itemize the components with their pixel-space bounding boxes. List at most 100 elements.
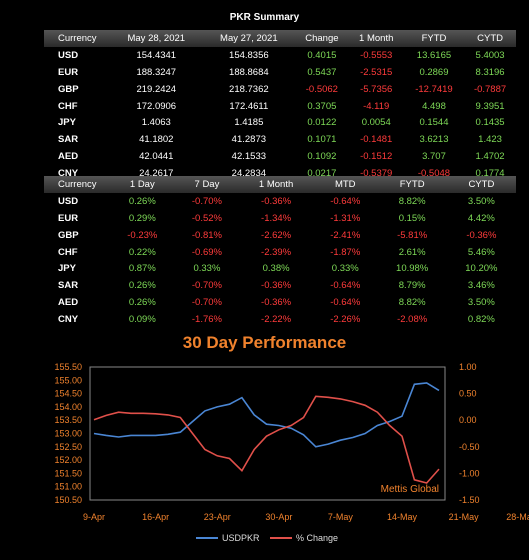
cell-v2: 24.2834 — [231, 168, 267, 180]
currency-code: SAR — [58, 134, 79, 146]
column-header: CYTD — [464, 30, 516, 47]
series-line-usdpkr — [93, 382, 440, 448]
cell-v1: 24.2617 — [139, 168, 174, 180]
y-right-tick-label: -1.00 — [459, 468, 480, 478]
y-left-tick-label: 153.50 — [54, 415, 82, 425]
cell-fytd: -5.81% — [397, 229, 428, 241]
legend-graphic: USDPKR % Change — [196, 533, 338, 543]
cell-cytd: 0.82% — [467, 314, 495, 326]
cell-cytd: 10.20% — [465, 263, 498, 275]
chart-title: 30 Day Performance — [182, 333, 347, 352]
column-header: FYTD — [403, 30, 465, 47]
cell-mtd: -0.64% — [330, 297, 361, 309]
currency-code: SAR — [58, 280, 79, 292]
watermark-label: Mettis Global — [381, 484, 439, 495]
x-tick-label: 30-Apr — [265, 512, 292, 522]
cell-fytd: 10.98% — [396, 263, 429, 275]
cell-v2: 172.4611 — [229, 100, 269, 112]
currency-code: GBP — [58, 83, 79, 95]
cell-v1: 154.4341 — [136, 49, 177, 61]
cell-fytd: 4.498 — [422, 100, 446, 112]
table-row: USD 154.4341 154.8356 0.4015 -0.5553 13.6165 5… — [44, 47, 516, 64]
cell-chg: -0.5062 — [305, 83, 338, 95]
cell-m1: -0.5379 — [360, 168, 393, 180]
column-header: Currency — [44, 176, 110, 193]
cell-m1: -2.39% — [261, 246, 292, 258]
table-header-row: Currency May 28, 2021 May 27, 2021 Chang… — [44, 30, 516, 47]
cell-d7: -0.70% — [191, 297, 222, 309]
cell-fytd: 8.79% — [398, 280, 426, 292]
cell-cytd: 1.423 — [478, 134, 502, 146]
cell-mtd: -0.64% — [330, 195, 361, 207]
currency-code: CHF — [58, 246, 78, 258]
cell-m1: 0.38% — [262, 263, 290, 275]
cell-d1: -0.23% — [127, 229, 158, 241]
cell-fytd: 2.61% — [398, 246, 426, 258]
y-left-tick-label: 150.50 — [54, 495, 82, 505]
cell-d7: -1.76% — [191, 314, 222, 326]
table-row: EUR 188.3247 188.8684 0.5437 -2.5315 0.2869 8.… — [44, 64, 516, 81]
cell-fytd: 8.82% — [398, 195, 426, 207]
cell-m1: -0.36% — [261, 280, 292, 292]
y-left-tick-label: 151.00 — [54, 482, 82, 492]
currency-code: JPY — [58, 263, 76, 275]
cell-m1: -0.36% — [261, 297, 292, 309]
cell-fytd: 0.2869 — [419, 66, 449, 78]
table-row: JPY 1.4063 1.4185 0.0122 0.0054 0.1544 0.1435 — [44, 114, 516, 131]
x-tick-label: 16-Apr — [142, 512, 169, 522]
cell-chg: 0.1092 — [307, 151, 337, 163]
cell-m1: -5.7356 — [360, 83, 393, 95]
y-left-tick-label: 154.50 — [54, 389, 82, 399]
cell-m1: -2.5315 — [360, 66, 393, 78]
column-header: May 27, 2021 — [202, 30, 296, 47]
x-tick-label: 7-May — [328, 512, 354, 522]
cell-cytd: 3.46% — [467, 280, 495, 292]
cell-d7: 0.33% — [193, 263, 221, 275]
cell-mtd: -2.26% — [330, 314, 361, 326]
y-left-tick-label: 152.00 — [54, 455, 82, 465]
column-header: 1 Month — [348, 30, 404, 47]
table-row: GBP -0.23% -0.81% -2.62% -2.41% -5.81% -0.36% — [44, 227, 516, 244]
cell-chg: 0.3705 — [307, 100, 337, 112]
cell-m1: 0.0054 — [361, 117, 391, 129]
table-row: SAR 0.26% -0.70% -0.36% -0.64% 8.79% 3.46% — [44, 277, 516, 294]
cell-d7: -0.81% — [191, 229, 222, 241]
column-header: Currency — [44, 30, 110, 47]
cell-cytd: -0.7887 — [473, 83, 507, 95]
pkr-percent-table: Currency 1 Day 7 Day 1 Month MTD FYTD CY… — [44, 176, 516, 328]
cell-d1: 0.29% — [128, 212, 156, 224]
currency-code: USD — [58, 49, 79, 61]
y-right-tick-label: 0.50 — [459, 389, 477, 399]
x-tick-label: 21-May — [449, 512, 480, 522]
y-left-tick-label: 152.50 — [54, 442, 82, 452]
y-left-tick-label: 155.00 — [54, 375, 82, 385]
cell-v2: 1.4185 — [234, 117, 264, 129]
cell-cytd: 1.4702 — [475, 151, 505, 163]
cell-d1: 0.26% — [128, 195, 156, 207]
table-row: USD 0.26% -0.70% -0.36% -0.64% 8.82% 3.50% — [44, 193, 516, 210]
cell-v1: 172.0906 — [136, 100, 177, 112]
cell-v1: 41.1802 — [139, 134, 174, 146]
cell-v1: 42.0441 — [139, 151, 174, 163]
cell-cytd: 3.50% — [467, 297, 495, 309]
currency-code: AED — [58, 297, 79, 309]
table-row: SAR 41.1802 41.2873 0.1071 -0.1481 3.6213 1.42… — [44, 131, 516, 148]
table-row: CNY 24.2617 24.2834 0.0217 -0.5379 -0.5048 0.1… — [44, 165, 516, 182]
cell-mtd: 0.33% — [331, 263, 359, 275]
cell-d7: -0.70% — [191, 280, 222, 292]
cell-chg: 0.0122 — [307, 117, 337, 129]
y-right-tick-label: 1.00 — [459, 362, 477, 372]
cell-mtd: -0.64% — [330, 280, 361, 292]
table-row: JPY 0.87% 0.33% 0.38% 0.33% 10.98% 10.20% — [44, 260, 516, 277]
table-row: CHF 0.22% -0.69% -2.39% -1.87% 2.61% 5.46% — [44, 244, 516, 261]
cell-cytd: -0.36% — [466, 229, 497, 241]
cell-m1: -2.62% — [261, 229, 292, 241]
column-header: 1 Day — [110, 176, 175, 193]
y-left-tick-label: 153.00 — [54, 429, 82, 439]
legend-change-label: % Change — [296, 533, 338, 543]
currency-code: CHF — [58, 100, 78, 112]
cell-fytd: 3.6213 — [419, 134, 449, 146]
y-right-tick-label: 0.00 — [459, 415, 477, 425]
y-left-tick-label: 155.50 — [54, 362, 82, 372]
x-tick-label: 14-May — [387, 512, 418, 522]
